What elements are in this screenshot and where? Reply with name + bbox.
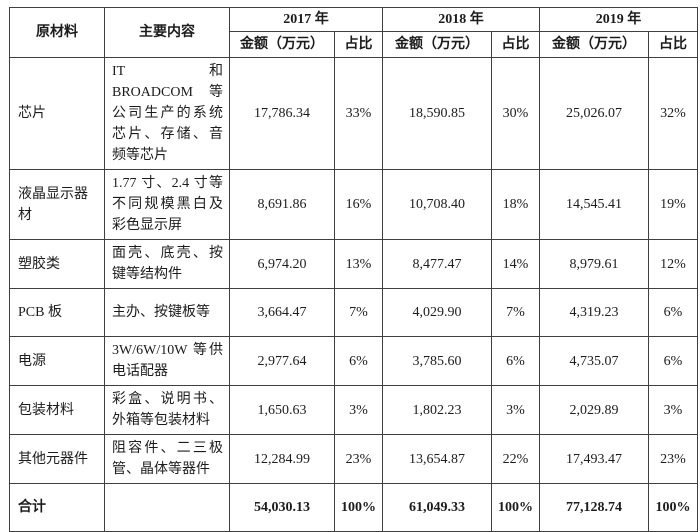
ratio-2017-cell: 6% bbox=[334, 336, 383, 386]
header-year-2017: 2017 年 bbox=[229, 7, 383, 32]
header-material: 原材料 bbox=[9, 7, 105, 58]
ratio-2017-cell: 33% bbox=[334, 57, 383, 170]
table-row-chips: 芯片 IT 和 BROADCOM 等公司生产的系统芯片、存储、音频等芯片 17,… bbox=[9, 57, 698, 170]
ratio-2017-cell: 16% bbox=[334, 169, 383, 240]
table-row-lcd: 液晶显示器材 1.77 寸、2.4 寸等不同规模黑白及彩色显示屏 8,691.8… bbox=[9, 169, 698, 240]
header-row-measures: 金额（万元） 占比 金额（万元） 占比 金额（万元） 占比 bbox=[10, 31, 698, 58]
content-cell: 1.77 寸、2.4 寸等不同规模黑白及彩色显示屏 bbox=[104, 169, 230, 240]
raw-materials-table: 原材料 主要内容 2017 年 2018 年 2019 年 金额（万元） 占比 … bbox=[9, 7, 698, 532]
header-ratio-2017: 占比 bbox=[334, 31, 383, 58]
amount-2017-cell: 6,974.20 bbox=[229, 239, 335, 289]
total-amount-2019: 77,128.74 bbox=[539, 483, 649, 532]
ratio-2018-cell: 3% bbox=[491, 385, 540, 435]
amount-2017-cell: 8,691.86 bbox=[229, 169, 335, 240]
amount-2019-cell: 2,029.89 bbox=[539, 385, 649, 435]
content-cell: 彩盒、说明书、外箱等包装材料 bbox=[104, 385, 230, 435]
material-cell: 电源 bbox=[9, 336, 105, 386]
amount-2018-cell: 8,477.47 bbox=[382, 239, 492, 289]
ratio-2019-cell: 23% bbox=[648, 434, 698, 484]
ratio-2019-cell: 6% bbox=[648, 288, 698, 337]
ratio-2019-cell: 12% bbox=[648, 239, 698, 289]
table-row-other-components: 其他元器件 阻容件、二三极管、晶体等器件 12,284.99 23% 13,65… bbox=[9, 434, 698, 484]
header-ratio-2019: 占比 bbox=[648, 31, 698, 58]
ratio-2017-cell: 3% bbox=[334, 385, 383, 435]
ratio-2017-cell: 13% bbox=[334, 239, 383, 289]
amount-2018-cell: 13,654.87 bbox=[382, 434, 492, 484]
ratio-2017-cell: 23% bbox=[334, 434, 383, 484]
material-cell: 芯片 bbox=[9, 57, 105, 170]
header-ratio-2018: 占比 bbox=[491, 31, 540, 58]
ratio-2019-cell: 3% bbox=[648, 385, 698, 435]
amount-2019-cell: 4,735.07 bbox=[539, 336, 649, 386]
amount-2018-cell: 1,802.23 bbox=[382, 385, 492, 435]
header-row-years: 原材料 主要内容 2017 年 2018 年 2019 年 bbox=[9, 7, 698, 58]
material-cell: 塑胶类 bbox=[9, 239, 105, 289]
content-cell: IT 和 BROADCOM 等公司生产的系统芯片、存储、音频等芯片 bbox=[104, 57, 230, 170]
header-year-2019: 2019 年 bbox=[539, 7, 698, 32]
ratio-2018-cell: 6% bbox=[491, 336, 540, 386]
content-cell: 主办、按键板等 bbox=[104, 288, 230, 337]
table-row-total: 合计 54,030.13 100% 61,049.33 100% 77,128.… bbox=[9, 483, 698, 532]
ratio-2019-cell: 32% bbox=[648, 57, 698, 170]
table-row-pcb: PCB 板 主办、按键板等 3,664.47 7% 4,029.90 7% 4,… bbox=[9, 288, 698, 337]
ratio-2019-cell: 6% bbox=[648, 336, 698, 386]
total-amount-2017: 54,030.13 bbox=[229, 483, 335, 532]
amount-2017-cell: 2,977.64 bbox=[229, 336, 335, 386]
amount-2019-cell: 8,979.61 bbox=[539, 239, 649, 289]
total-amount-2018: 61,049.33 bbox=[382, 483, 492, 532]
ratio-2019-cell: 19% bbox=[648, 169, 698, 240]
total-ratio-2019: 100% bbox=[648, 483, 698, 532]
total-ratio-2017: 100% bbox=[334, 483, 383, 532]
amount-2018-cell: 3,785.60 bbox=[382, 336, 492, 386]
amount-2019-cell: 17,493.47 bbox=[539, 434, 649, 484]
table-row-plastic: 塑胶类 面壳、底壳、按键等结构件 6,974.20 13% 8,477.47 1… bbox=[9, 239, 698, 289]
header-amount-2017: 金额（万元） bbox=[229, 31, 335, 58]
amount-2018-cell: 4,029.90 bbox=[382, 288, 492, 337]
header-amount-2019: 金额（万元） bbox=[539, 31, 649, 58]
total-label: 合计 bbox=[9, 483, 105, 532]
amount-2017-cell: 3,664.47 bbox=[229, 288, 335, 337]
header-content: 主要内容 bbox=[104, 7, 230, 58]
material-cell: 包装材料 bbox=[9, 385, 105, 435]
ratio-2017-cell: 7% bbox=[334, 288, 383, 337]
amount-2018-cell: 18,590.85 bbox=[382, 57, 492, 170]
amount-2017-cell: 17,786.34 bbox=[229, 57, 335, 170]
amount-2019-cell: 14,545.41 bbox=[539, 169, 649, 240]
ratio-2018-cell: 30% bbox=[491, 57, 540, 170]
header-amount-2018: 金额（万元） bbox=[382, 31, 492, 58]
ratio-2018-cell: 18% bbox=[491, 169, 540, 240]
material-cell: 其他元器件 bbox=[9, 434, 105, 484]
header-year-2018: 2018 年 bbox=[382, 7, 540, 32]
content-cell: 面壳、底壳、按键等结构件 bbox=[104, 239, 230, 289]
material-cell: PCB 板 bbox=[9, 288, 105, 337]
content-cell: 阻容件、二三极管、晶体等器件 bbox=[104, 434, 230, 484]
total-content-cell bbox=[104, 483, 230, 532]
amount-2018-cell: 10,708.40 bbox=[382, 169, 492, 240]
total-ratio-2018: 100% bbox=[491, 483, 540, 532]
amount-2019-cell: 25,026.07 bbox=[539, 57, 649, 170]
material-cell: 液晶显示器材 bbox=[9, 169, 105, 240]
content-cell: 3W/6W/10W 等供电话配器 bbox=[104, 336, 230, 386]
table-row-packaging: 包装材料 彩盒、说明书、外箱等包装材料 1,650.63 3% 1,802.23… bbox=[9, 385, 698, 435]
amount-2019-cell: 4,319.23 bbox=[539, 288, 649, 337]
ratio-2018-cell: 14% bbox=[491, 239, 540, 289]
ratio-2018-cell: 7% bbox=[491, 288, 540, 337]
ratio-2018-cell: 22% bbox=[491, 434, 540, 484]
amount-2017-cell: 12,284.99 bbox=[229, 434, 335, 484]
table-row-power: 电源 3W/6W/10W 等供电话配器 2,977.64 6% 3,785.60… bbox=[9, 336, 698, 386]
amount-2017-cell: 1,650.63 bbox=[229, 385, 335, 435]
